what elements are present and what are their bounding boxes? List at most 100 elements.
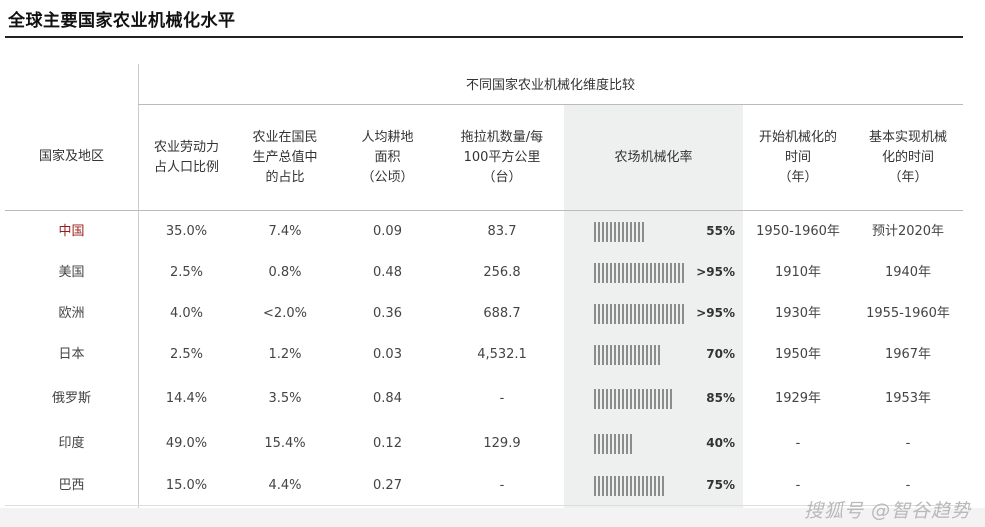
cell-labor: 4.0% xyxy=(169,306,204,321)
cell-gdp: <2.0% xyxy=(263,306,307,321)
rate-bar-tick xyxy=(594,263,596,283)
rate-bar-tick xyxy=(614,263,616,283)
rate-bar-tick xyxy=(670,304,672,324)
rate-bar-tick xyxy=(614,476,616,496)
rate-bar-tick xyxy=(674,263,676,283)
rate-bar-tick xyxy=(606,434,608,454)
rate-bar-tick xyxy=(602,304,604,324)
header-country: 国家及地区 xyxy=(38,149,104,164)
cell-labor: 2.5% xyxy=(169,347,204,362)
rate-bar-tick xyxy=(678,263,680,283)
rate-bar-tick xyxy=(614,389,616,409)
rate-bar-tick xyxy=(614,304,616,324)
rate-bar-tick xyxy=(618,476,620,496)
rate-bar-tick xyxy=(638,304,640,324)
cell-done: 预计2020年 xyxy=(871,224,945,239)
rate-bar-tick xyxy=(626,304,628,324)
cell-gdp: 3.5% xyxy=(268,391,302,406)
rate-bar-tick xyxy=(662,389,664,409)
rate-bar-tick xyxy=(630,222,632,242)
rate-label: 55% xyxy=(706,224,735,238)
rate-bar-tick xyxy=(662,304,664,324)
rate-bar-tick xyxy=(670,389,672,409)
cell-labor: 15.0% xyxy=(165,478,208,493)
rate-bar-tick xyxy=(638,389,640,409)
group-header-rule xyxy=(138,104,963,105)
rate-bar-tick xyxy=(642,263,644,283)
rate-bar-tick xyxy=(622,345,624,365)
rate-bar-tick xyxy=(646,345,648,365)
cell-land: 0.84 xyxy=(373,391,402,406)
cell-tractors: - xyxy=(499,478,505,493)
rate-bar-tick xyxy=(638,345,640,365)
rate-bar-tick xyxy=(662,263,664,283)
rate-bar-tick xyxy=(606,304,608,324)
rate-bar-tick xyxy=(598,345,600,365)
table-bottom-rule xyxy=(5,505,963,506)
rate-label: >95% xyxy=(696,306,735,320)
rate-bar-tick xyxy=(626,222,628,242)
header-start: 开始机械化的 时间 （年） xyxy=(758,130,837,185)
rate-label: 85% xyxy=(706,391,735,405)
rate-bar-tick xyxy=(614,345,616,365)
rate-bar-tick xyxy=(654,345,656,365)
rate-bar-tick xyxy=(642,476,644,496)
cell-country: 中国 xyxy=(58,224,85,239)
rate-bar-tick xyxy=(678,304,680,324)
cell-tractors: 129.9 xyxy=(483,436,521,451)
mechanization-table: 不同国家农业机械化维度比较 国家及地区 农业劳动力 占人口比例 农业在国民 生产… xyxy=(5,0,963,527)
rate-bar-tick xyxy=(634,389,636,409)
rate-bar-tick xyxy=(598,389,600,409)
cell-labor: 35.0% xyxy=(165,224,208,239)
first-column-divider xyxy=(138,64,139,508)
cell-done: 1940年 xyxy=(884,265,932,280)
rate-bar-tick xyxy=(650,389,652,409)
cell-done: - xyxy=(905,436,911,451)
rate-bar-tick xyxy=(658,389,660,409)
rate-bar-tick xyxy=(638,222,640,242)
header-land: 人均耕地 面积 （公顷） xyxy=(361,130,414,185)
group-header: 不同国家农业机械化维度比较 xyxy=(465,78,635,93)
rate-bar-tick xyxy=(666,263,668,283)
rate-bar-tick xyxy=(626,434,628,454)
rate-bar-tick xyxy=(666,389,668,409)
cell-tractors: 688.7 xyxy=(483,306,521,321)
cell-tractors: 83.7 xyxy=(487,224,517,239)
rate-bar-tick xyxy=(650,263,652,283)
rate-bar-tick xyxy=(626,476,628,496)
rate-bar-tick xyxy=(634,476,636,496)
rate-bar-tick xyxy=(594,222,596,242)
rate-bar-tick xyxy=(598,434,600,454)
rate-bar-tick xyxy=(642,304,644,324)
rate-bar-tick xyxy=(650,304,652,324)
rate-label: 40% xyxy=(706,436,735,450)
rate-label: >95% xyxy=(696,265,735,279)
rate-bar-tick xyxy=(630,304,632,324)
rate-bar-tick xyxy=(606,222,608,242)
rate-bar-tick xyxy=(634,304,636,324)
rate-bar-tick xyxy=(638,476,640,496)
cell-land: 0.03 xyxy=(373,347,402,362)
rate-bar-tick xyxy=(670,263,672,283)
rate-bar-tick xyxy=(634,222,636,242)
rate-bar-tick xyxy=(618,345,620,365)
rate-bar-tick xyxy=(638,263,640,283)
header-bottom-rule xyxy=(5,210,963,211)
rate-bar-tick xyxy=(630,476,632,496)
rate-bar-tick xyxy=(610,304,612,324)
rate-bar-tick xyxy=(642,222,644,242)
header-rate: 农场机械化率 xyxy=(614,150,693,165)
rate-bar-tick xyxy=(618,263,620,283)
rate-bar-tick xyxy=(654,263,656,283)
cell-land: 0.12 xyxy=(373,436,402,451)
cell-land: 0.48 xyxy=(373,265,402,280)
cell-gdp: 0.8% xyxy=(268,265,302,280)
rate-bar-tick xyxy=(646,389,648,409)
rate-bar-tick xyxy=(622,389,624,409)
rate-bar-tick xyxy=(682,304,684,324)
rate-bar-tick xyxy=(654,476,656,496)
cell-labor: 49.0% xyxy=(165,436,208,451)
rate-bar-tick xyxy=(598,263,600,283)
rate-bar-tick xyxy=(662,476,664,496)
header-labor: 农业劳动力 占人口比例 xyxy=(153,140,219,175)
